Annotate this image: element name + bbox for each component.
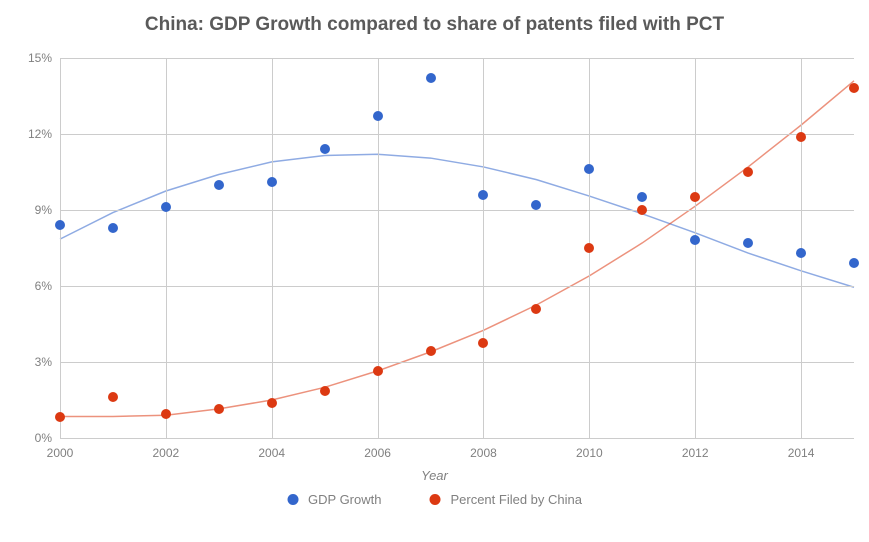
plot-area: 0%3%6%9%12%15%20002002200420062008201020… bbox=[60, 58, 854, 438]
data-point bbox=[584, 243, 594, 253]
data-point bbox=[584, 164, 594, 174]
x-tick-label: 2000 bbox=[47, 446, 74, 460]
data-point bbox=[531, 304, 541, 314]
legend-item: Percent Filed by China bbox=[429, 492, 582, 507]
data-point bbox=[743, 167, 753, 177]
data-point bbox=[55, 220, 65, 230]
chart-title: China: GDP Growth compared to share of p… bbox=[0, 0, 869, 36]
y-tick-label: 6% bbox=[35, 279, 52, 293]
gridline-vertical bbox=[60, 58, 61, 438]
data-point bbox=[108, 223, 118, 233]
x-tick-label: 2008 bbox=[470, 446, 497, 460]
data-point bbox=[849, 258, 859, 268]
x-tick-label: 2014 bbox=[788, 446, 815, 460]
data-point bbox=[214, 180, 224, 190]
data-point bbox=[796, 132, 806, 142]
gridline-horizontal bbox=[60, 362, 854, 363]
chart-area: 0%3%6%9%12%15%20002002200420062008201020… bbox=[60, 58, 854, 438]
y-tick-label: 12% bbox=[28, 127, 52, 141]
gridline-horizontal bbox=[60, 210, 854, 211]
x-tick-label: 2012 bbox=[682, 446, 709, 460]
data-point bbox=[373, 366, 383, 376]
legend-item: GDP Growth bbox=[287, 492, 381, 507]
data-point bbox=[743, 238, 753, 248]
x-tick-label: 2002 bbox=[153, 446, 180, 460]
gridline-vertical bbox=[483, 58, 484, 438]
legend: GDP Growth Percent Filed by China bbox=[287, 492, 582, 507]
gridline-vertical bbox=[166, 58, 167, 438]
data-point bbox=[373, 111, 383, 121]
data-point bbox=[161, 409, 171, 419]
data-point bbox=[267, 177, 277, 187]
legend-dot-icon bbox=[287, 494, 298, 505]
x-tick-label: 2010 bbox=[576, 446, 603, 460]
data-point bbox=[637, 205, 647, 215]
gridline-horizontal bbox=[60, 134, 854, 135]
data-point bbox=[690, 235, 700, 245]
data-point bbox=[320, 386, 330, 396]
data-point bbox=[478, 190, 488, 200]
data-point bbox=[214, 404, 224, 414]
y-tick-label: 9% bbox=[35, 203, 52, 217]
data-point bbox=[320, 144, 330, 154]
data-point bbox=[267, 398, 277, 408]
data-point bbox=[478, 338, 488, 348]
data-point bbox=[690, 192, 700, 202]
gridline-vertical bbox=[695, 58, 696, 438]
data-point bbox=[426, 346, 436, 356]
gridline-vertical bbox=[272, 58, 273, 438]
legend-label: GDP Growth bbox=[308, 492, 381, 507]
trendline bbox=[60, 154, 854, 287]
legend-dot-icon bbox=[429, 494, 440, 505]
data-point bbox=[55, 412, 65, 422]
x-tick-label: 2006 bbox=[364, 446, 391, 460]
y-tick-label: 0% bbox=[35, 431, 52, 445]
data-point bbox=[108, 392, 118, 402]
legend-label: Percent Filed by China bbox=[450, 492, 582, 507]
x-tick-label: 2004 bbox=[258, 446, 285, 460]
data-point bbox=[161, 202, 171, 212]
y-tick-label: 3% bbox=[35, 355, 52, 369]
data-point bbox=[849, 83, 859, 93]
x-axis-title: Year bbox=[421, 468, 448, 483]
gridline-horizontal bbox=[60, 286, 854, 287]
data-point bbox=[426, 73, 436, 83]
data-point bbox=[531, 200, 541, 210]
trendlines-layer bbox=[60, 58, 854, 438]
y-tick-label: 15% bbox=[28, 51, 52, 65]
gridline-horizontal bbox=[60, 438, 854, 439]
data-point bbox=[796, 248, 806, 258]
gridline-horizontal bbox=[60, 58, 854, 59]
data-point bbox=[637, 192, 647, 202]
